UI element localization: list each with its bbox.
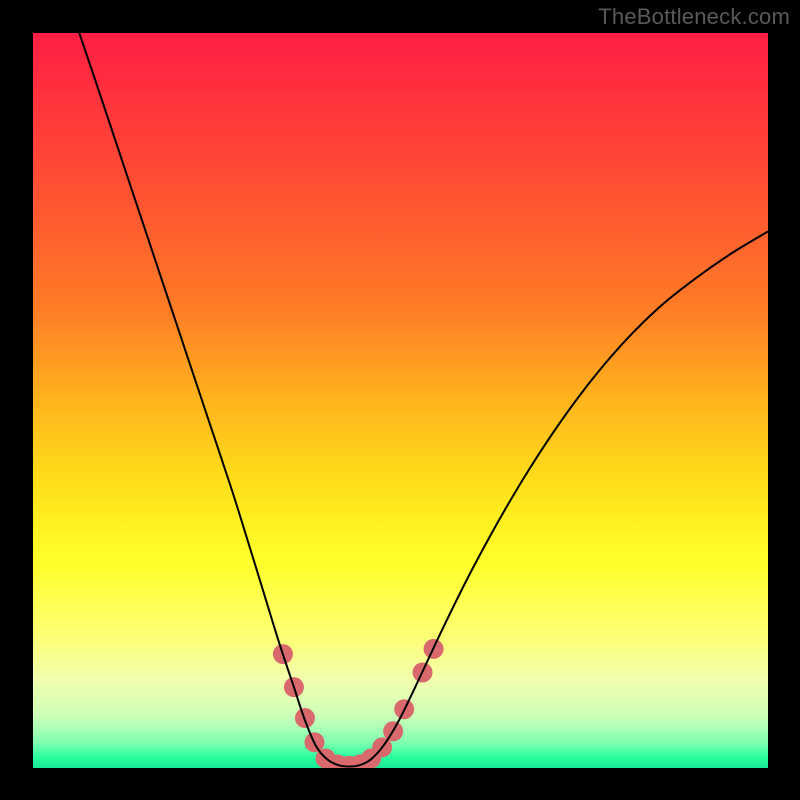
chart-gradient-bg	[33, 33, 768, 768]
chart-container: TheBottleneck.com	[0, 0, 800, 800]
bottleneck-chart	[0, 0, 800, 800]
